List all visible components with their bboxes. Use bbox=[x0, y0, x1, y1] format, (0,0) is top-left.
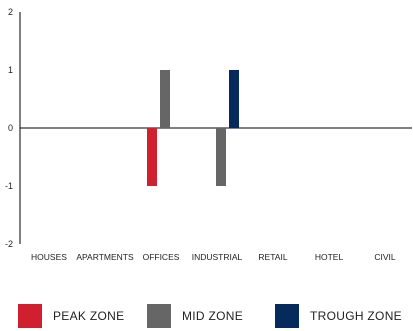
chart-bars bbox=[147, 70, 239, 186]
x-tick-label: CIVIL bbox=[374, 252, 396, 262]
x-tick-label: APARTMENTS bbox=[76, 252, 134, 262]
x-tick-label: HOTEL bbox=[315, 252, 344, 262]
y-tick-label: 0 bbox=[8, 123, 13, 133]
bar-trough-zone-industrial bbox=[229, 70, 239, 128]
legend-item: PEAK ZONE bbox=[18, 304, 124, 328]
legend-label: TROUGH ZONE bbox=[310, 309, 402, 323]
y-tick-label: -2 bbox=[5, 239, 13, 249]
legend-label: MID ZONE bbox=[182, 309, 244, 323]
x-tick-label: OFFICES bbox=[143, 252, 180, 262]
legend-item: MID ZONE bbox=[147, 304, 243, 328]
x-tick-label: INDUSTRIAL bbox=[192, 252, 243, 262]
x-tick-label: HOUSES bbox=[31, 252, 67, 262]
y-tick-label: 2 bbox=[8, 7, 13, 17]
y-tick-label: -1 bbox=[5, 181, 13, 191]
legend-swatch bbox=[147, 304, 171, 328]
legend-label: PEAK ZONE bbox=[53, 309, 125, 323]
bar-peak-zone-offices bbox=[147, 128, 157, 186]
x-tick-label: RETAIL bbox=[258, 252, 287, 262]
x-tick-labels: HOUSES APARTMENTS OFFICES INDUSTRIAL RETAIL H… bbox=[31, 252, 396, 262]
bar-chart: 2 1 0 -1 -2 HOUSES APARTMENTS OFFICES INDUSTRIA… bbox=[5, 7, 412, 262]
y-tick-label: 1 bbox=[8, 65, 13, 75]
legend-swatch bbox=[18, 304, 42, 328]
y-tick-labels: 2 1 0 -1 -2 bbox=[5, 7, 13, 249]
bar-mid-zone-industrial bbox=[216, 128, 226, 186]
legend-item: TROUGH ZONE bbox=[275, 304, 402, 328]
bar-mid-zone-offices bbox=[160, 70, 170, 128]
chart-legend: PEAK ZONE MID ZONE TROUGH ZONE bbox=[0, 296, 413, 331]
legend-swatch bbox=[275, 304, 299, 328]
